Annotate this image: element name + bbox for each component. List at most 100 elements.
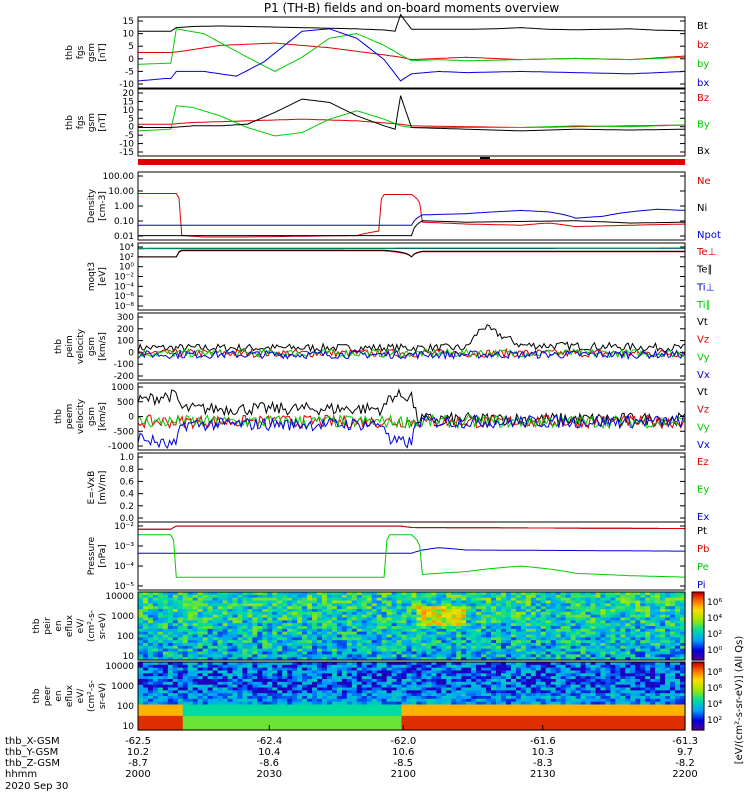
colorbar-peer: 10⁸ 10⁶ 10⁴ 10² — [691, 661, 722, 731]
y-tick-label: -500 — [114, 427, 135, 437]
series-Pe — [138, 534, 686, 578]
legend-Ti⊥: Ti⊥ — [696, 282, 714, 293]
panel-ylabel: peir — [43, 617, 53, 635]
panel-frame — [137, 591, 686, 661]
panel-ylabel: en — [54, 690, 64, 701]
x-tick-label: 2100 — [391, 769, 416, 780]
panel-ylabel: [eV] — [98, 267, 108, 286]
panel-frame — [137, 382, 686, 451]
y-tick-label: 10000 — [105, 662, 134, 672]
y-tick-label: -200 — [114, 372, 135, 382]
panel-9: thb peir en eflux eV/(cm²-s-sr-eV) 10000 1000 1… — [32, 591, 686, 662]
panel-frame — [137, 452, 686, 523]
panel-frame — [137, 16, 686, 89]
status-bar — [138, 159, 685, 165]
series-Pb — [138, 525, 686, 530]
legend-Vt: Vt — [697, 317, 708, 328]
y-tick-label: 0 — [128, 413, 134, 423]
legend-Vy: Vy — [697, 352, 710, 363]
y-tick-label: 15 — [123, 17, 134, 27]
legend-By: By — [697, 120, 710, 131]
x-axis: thb_X-GSM -62.5 -62.4 -62.0 -61.6 -61.3 thb_Y-… — [5, 725, 698, 792]
y-tick-label: 10⁻² — [114, 522, 134, 532]
y-tick-label: 0.2 — [120, 502, 134, 512]
legend-Pb: Pb — [697, 544, 709, 555]
y-tick-label: 10 — [123, 106, 135, 116]
legend-Ez: Ez — [697, 457, 709, 468]
y-tick-label: 10⁴ — [119, 243, 134, 253]
panel-ylabel: (cm²-s- — [87, 680, 97, 712]
panel-ylabel: eflux — [65, 684, 75, 707]
x-tick-label: -61.3 — [672, 736, 698, 747]
legend-bz: bz — [697, 40, 709, 51]
y-tick-label: 10⁻⁴ — [114, 282, 134, 292]
y-tick-label: 1000 — [111, 383, 134, 393]
series-By — [137, 105, 686, 137]
y-tick-label: 10000 — [105, 592, 134, 602]
x-tick-label: -8.7 — [128, 758, 148, 769]
legend-Bx: Bx — [697, 146, 710, 157]
x-tick-label: -8.5 — [394, 758, 414, 769]
x-row-label: thb_X-GSM — [5, 736, 60, 747]
legend-Bt: Bt — [697, 21, 708, 32]
panel-frame — [137, 312, 686, 381]
x-row-label: hhmm — [5, 769, 37, 780]
legend-Vx: Vx — [697, 370, 710, 381]
panel-ylabel: peim — [65, 335, 75, 358]
panel-frame — [137, 521, 686, 591]
legend-Pe: Pe — [697, 562, 709, 573]
x-tick-label: 10.4 — [258, 747, 280, 758]
legend-Te⊥: Te⊥ — [696, 247, 716, 258]
panel-ylabel: E=-VxB — [87, 471, 97, 505]
y-tick-label: 10² — [119, 253, 134, 263]
panel-ylabel: peer — [43, 685, 53, 706]
date-label: 2020 Sep 30 — [5, 781, 68, 792]
legend-Vz: Vz — [697, 335, 709, 346]
colorbar-tick: 10² — [707, 630, 722, 640]
panel-ylabel: fgs — [76, 115, 86, 129]
panel-ylabel: thb — [54, 339, 64, 354]
panel-frame — [137, 88, 686, 157]
y-tick-label: 15 — [123, 97, 134, 107]
legend-Bz: Bz — [697, 93, 709, 104]
x-row-label: thb_Y-GSM — [5, 747, 58, 758]
series-Vx — [137, 349, 686, 361]
legend-Te∥: Te∥ — [696, 265, 713, 276]
panel-ylabel: [cm-3] — [98, 191, 108, 221]
x-tick-label: 2130 — [530, 769, 555, 780]
panel-ylabel: (cm²-s- — [87, 610, 97, 642]
panel-ylabel: eV/ — [76, 618, 86, 634]
legend-by: by — [697, 59, 709, 70]
y-tick-label: 5 — [128, 114, 134, 124]
legend-Vy: Vy — [697, 422, 710, 433]
panel-ylabel: [nPa] — [98, 544, 108, 567]
series-Bt — [138, 13, 685, 32]
legend-bx: bx — [697, 78, 709, 89]
y-tick-label: -10 — [119, 80, 134, 90]
y-tick-label: 0 — [128, 348, 134, 358]
colorbar-tick: 10⁴ — [707, 614, 722, 624]
series-Vx — [137, 414, 686, 449]
y-tick-label: 1000 — [111, 612, 134, 622]
y-tick-label: 1.00 — [114, 202, 134, 212]
panel-7: E=-VxB [mV/m] 1.0 0.8 0.6 0.4 0.2 0.0 Ez Ey Ex — [87, 452, 709, 524]
x-tick-label: -62.4 — [256, 736, 282, 747]
panel-ylabel: sr-eV) — [98, 683, 108, 709]
series-bx — [137, 28, 686, 82]
panel-frame — [137, 171, 686, 241]
legend-Vz: Vz — [697, 405, 709, 416]
legend-Pi: Pi — [697, 580, 706, 591]
y-tick-label: 10⁻⁸ — [114, 302, 134, 312]
colorbar-tick: 10⁶ — [707, 684, 722, 694]
x-tick-label: 10.2 — [127, 747, 149, 758]
legend-Ni: Ni — [697, 203, 707, 214]
y-tick-label: 300 — [117, 313, 134, 323]
series-Vt — [137, 388, 686, 428]
panel-ylabel: thb — [32, 618, 42, 633]
y-tick-label: 1000 — [111, 682, 134, 692]
y-tick-label: 100 — [117, 632, 134, 642]
legend-Vx: Vx — [697, 440, 710, 451]
panel-ylabel: [nT] — [98, 43, 108, 61]
colorbar-tick: 10⁶ — [707, 598, 722, 608]
colorbar-tick: 10⁴ — [707, 700, 722, 710]
